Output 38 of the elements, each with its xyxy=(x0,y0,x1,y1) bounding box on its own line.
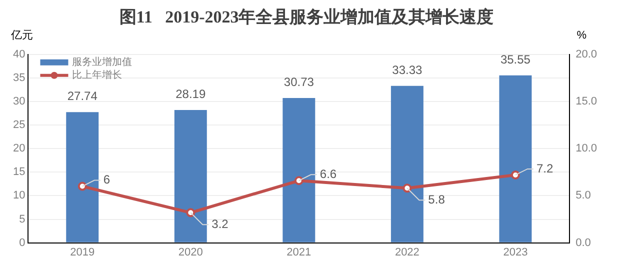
y-tick-label: 0 xyxy=(19,236,26,249)
y-tick-label: 30 xyxy=(12,96,26,108)
y-axis-title: 亿元 xyxy=(10,29,33,42)
data-label: 6.6 xyxy=(320,166,337,181)
data-label: 27.74 xyxy=(67,89,98,104)
point xyxy=(402,184,412,193)
legend-label: 服务业增加值 xyxy=(72,56,132,68)
data-label: 3.2 xyxy=(212,216,229,231)
y-tick-label: 20 xyxy=(12,142,26,155)
data-label: 35.55 xyxy=(500,52,531,66)
chart-title: 图11 2019-2023年全县服务业增加值及其增长速度 xyxy=(119,8,494,27)
y-tick-label: 40 xyxy=(12,48,26,60)
x-tick-label: 2020 xyxy=(178,246,203,258)
y-tick-label: 25 xyxy=(12,119,26,132)
y-tick-label: 35 xyxy=(12,72,26,84)
point xyxy=(78,182,87,191)
x-tick-label: 2019 xyxy=(70,246,95,258)
y-tick-label: 15 xyxy=(12,166,26,178)
point xyxy=(186,208,196,218)
y-tick-label: 10 xyxy=(12,190,26,202)
data-label: 33.33 xyxy=(392,62,423,77)
y2-tick-label: 15.0 xyxy=(576,96,598,108)
data-label: 6 xyxy=(103,172,110,187)
point xyxy=(510,170,520,180)
x-tick-label: 2021 xyxy=(286,246,312,258)
y2-tick-label: 5.0 xyxy=(576,190,591,202)
y2-tick-label: 0.0 xyxy=(576,236,591,249)
data-label: 5.8 xyxy=(428,192,446,206)
y2-tick-label: 20.0 xyxy=(576,48,598,60)
y2-tick-label: 10.0 xyxy=(576,142,598,155)
data-label: 28.19 xyxy=(176,87,206,102)
data-label: 30.73 xyxy=(284,75,314,90)
legend-label: 比上年增长 xyxy=(72,69,122,82)
x-tick-label: 2023 xyxy=(503,246,528,258)
y-tick-label: 5 xyxy=(19,213,26,226)
data-label: 7.2 xyxy=(536,161,554,176)
x-tick-label: 2022 xyxy=(394,246,420,258)
y2-axis-title: % xyxy=(576,29,587,42)
